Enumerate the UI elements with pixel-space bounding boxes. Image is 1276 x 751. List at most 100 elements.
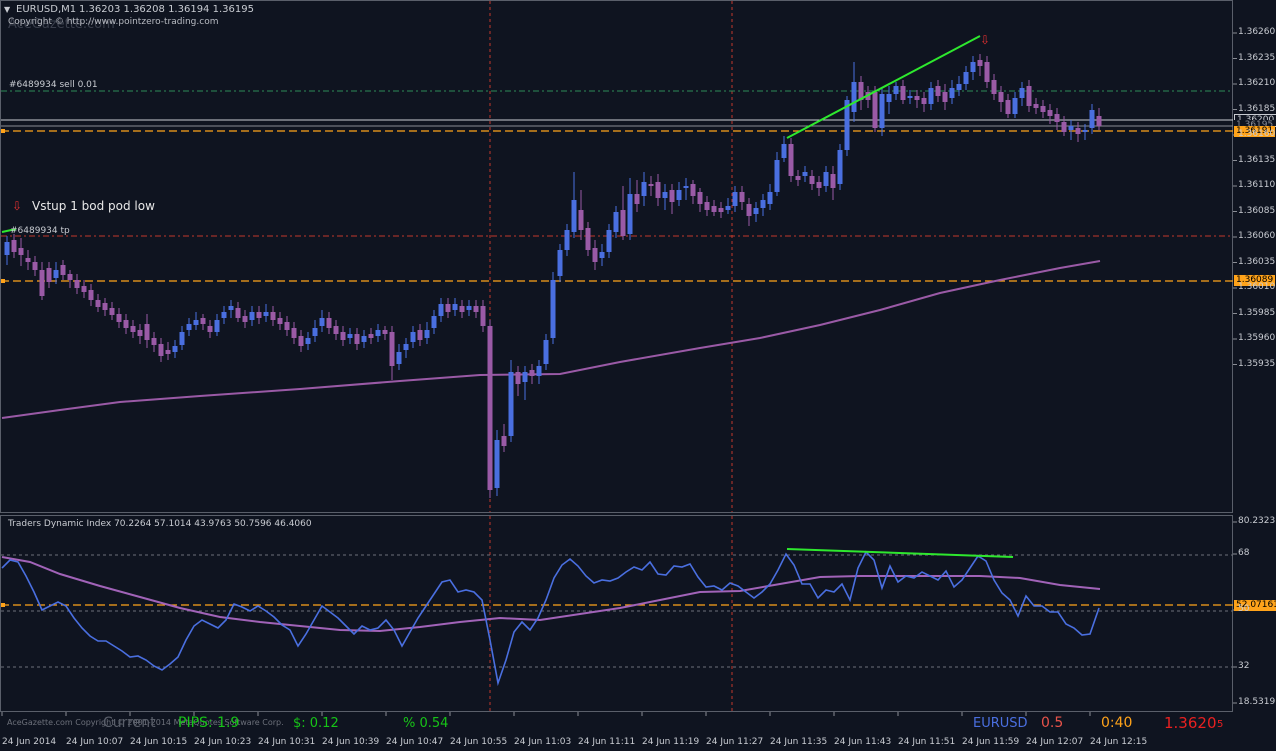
candle-body: [158, 344, 164, 356]
tdi-rsi-line: [1, 550, 1100, 687]
candle-body: [648, 184, 654, 186]
indicator-axis-label: 18.5319: [1238, 697, 1276, 707]
candle-body: [102, 303, 108, 310]
sell-level-anchor: [1, 129, 5, 133]
price-axis-label: 1.36035: [1238, 256, 1276, 267]
candle-body: [711, 206, 717, 212]
candle-body: [1054, 114, 1060, 122]
indicator-pane[interactable]: [0, 515, 1233, 712]
candle-body: [823, 172, 829, 186]
candle-body: [109, 308, 115, 315]
candle-body: [942, 92, 948, 102]
candle-body: [683, 186, 689, 188]
candle-body: [767, 192, 773, 204]
candle-body: [697, 192, 703, 204]
candle-body: [74, 280, 80, 288]
candle-body: [928, 88, 934, 104]
candle-body: [788, 144, 794, 176]
candle-body: [557, 250, 563, 276]
candle-body: [165, 350, 171, 354]
time-axis-label: 24 Jun 11:11: [578, 737, 636, 747]
candle-body: [564, 230, 570, 250]
candle-body: [599, 252, 605, 258]
candle-body: [1068, 126, 1074, 130]
time-axis-label: 24 Jun 10:39: [322, 737, 380, 747]
candle-body: [781, 144, 787, 158]
candle-body: [613, 212, 619, 232]
candle-body: [851, 82, 857, 112]
candle-body: [522, 372, 528, 382]
time-axis-label: 24 Jun 11:03: [514, 737, 572, 747]
tp-order-label: #6489934 tp: [10, 226, 70, 236]
candle-body: [816, 182, 822, 188]
candle-body: [907, 96, 913, 98]
candle-body: [186, 324, 192, 330]
sell-level-tag: 1.36191: [1234, 126, 1276, 137]
candle-body: [354, 334, 360, 344]
candle-body: [424, 330, 430, 338]
candle-body: [1061, 122, 1067, 132]
candle-body: [228, 306, 234, 310]
price-axis-label: 1.36060: [1238, 231, 1276, 241]
price-axis-label: 1.36110: [1238, 180, 1276, 190]
candle-body: [970, 62, 976, 72]
candle-body: [333, 326, 339, 334]
candle-body: [172, 346, 178, 352]
indicator-axis-label: 50: [1238, 604, 1250, 614]
tdi-signal-line: [1, 556, 1101, 633]
candle-body: [620, 210, 626, 236]
candle-body: [305, 338, 311, 344]
candle-body: [662, 192, 668, 198]
trendline-main: [786, 35, 981, 139]
candle-body: [137, 330, 143, 336]
copyright-text: Copyright © http://www.pointzero-trading…: [8, 17, 219, 27]
candle-body: [984, 62, 990, 82]
footer-price: 1.3620: [1164, 714, 1217, 732]
candle-body: [921, 98, 927, 104]
candle-body: [998, 92, 1004, 102]
candle-body: [214, 320, 220, 332]
candle-body: [67, 274, 73, 280]
candle-body: [452, 304, 458, 310]
candle-body: [949, 88, 955, 98]
candle-body: [1047, 110, 1053, 116]
candle-body: [347, 334, 353, 338]
price-axis-label: 1.35985: [1238, 307, 1276, 318]
candle-body: [95, 300, 101, 307]
candle-body: [193, 320, 199, 325]
sell-arrow-icon-top: ⇩: [980, 33, 991, 47]
candle-body: [123, 320, 129, 328]
candle-body: [627, 194, 633, 234]
candle-body: [375, 330, 381, 336]
candle-body: [1096, 116, 1102, 126]
price-axis-label: 1.35960: [1238, 333, 1276, 343]
candle-body: [81, 286, 87, 292]
candle-body: [991, 80, 997, 94]
candle-body: [242, 316, 248, 322]
candle-body: [592, 248, 598, 262]
candle-body: [438, 304, 444, 316]
candle-body: [515, 372, 521, 384]
footer-price-digit: 5: [1217, 719, 1224, 730]
candle-body: [382, 330, 388, 334]
sell-arrow-icon: ⇩: [12, 199, 23, 213]
candle-body: [144, 324, 150, 340]
candle-body: [900, 86, 906, 100]
time-axis-label: 24 Jun 11:51: [898, 737, 956, 747]
sell-order-label: #6489934 sell 0.01: [9, 80, 98, 90]
window-menu-icon[interactable]: ▼: [4, 5, 11, 14]
candle-body: [235, 308, 241, 318]
tp-level-anchor: [1, 279, 5, 283]
footer-current: Current: [103, 715, 156, 731]
candle-body: [732, 192, 738, 206]
candle-body: [872, 92, 878, 128]
bid-price-tag-2: 1.36195: [1234, 120, 1276, 131]
candle-body: [25, 258, 31, 262]
ind-trendline: [786, 548, 1014, 558]
candle-body: [200, 318, 206, 324]
main-chart-pane[interactable]: [0, 0, 1233, 513]
candle-body: [263, 312, 269, 316]
candle-body: [480, 306, 486, 326]
